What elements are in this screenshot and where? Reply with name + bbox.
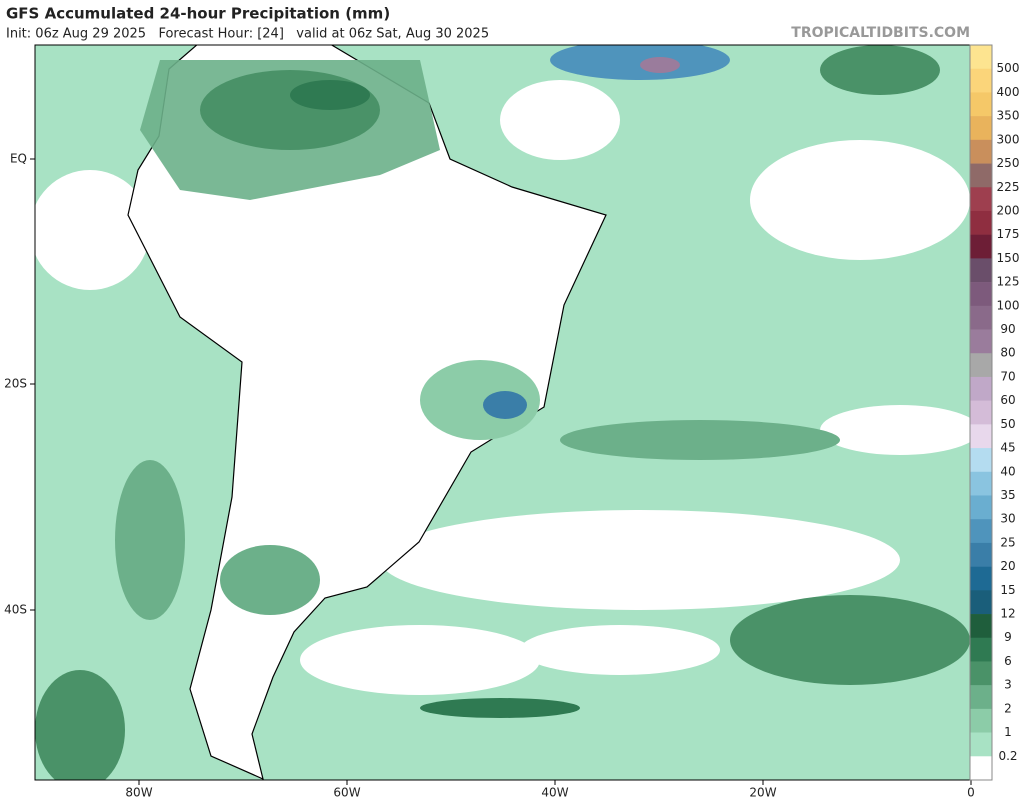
colorbar-label: 350: [997, 109, 1020, 123]
credit: TROPICALTIDBITS.COM: [791, 25, 970, 41]
colorbar-swatch: [970, 614, 992, 639]
colorbar-swatch: [970, 400, 992, 425]
colorbar-label: 20: [1000, 559, 1015, 573]
colorbar-label: 125: [997, 275, 1020, 289]
colorbar-label: 0.2: [998, 749, 1017, 763]
colorbar-swatch: [970, 590, 992, 615]
colorbar-label: 200: [997, 203, 1020, 217]
colorbar-swatch: [970, 305, 992, 330]
colorbar-swatch: [970, 234, 992, 259]
colorbar-swatch: [970, 732, 992, 757]
colorbar-label: 45: [1000, 441, 1015, 455]
map: [35, 45, 970, 780]
colorbar-swatch: [970, 519, 992, 544]
colorbar-label: 100: [997, 298, 1020, 312]
colorbar-swatch: [970, 685, 992, 710]
colorbar-label: 500: [997, 61, 1020, 75]
colorbar-swatch: [970, 353, 992, 378]
colorbar-swatch: [970, 637, 992, 662]
colorbar-swatch: [970, 424, 992, 449]
colorbar-label: 50: [1000, 417, 1015, 431]
lat-label: EQ: [10, 152, 27, 166]
colorbar-label: 400: [997, 85, 1020, 99]
colorbar-swatch: [970, 756, 992, 781]
colorbar-swatch: [970, 376, 992, 401]
colorbar-label: 175: [997, 227, 1020, 241]
lon-label: 40W: [541, 786, 568, 800]
colorbar-label: 30: [1000, 512, 1015, 526]
colorbar-label: 9: [1004, 630, 1012, 644]
dry-areas: [35, 80, 970, 695]
lat-label: 20S: [4, 377, 27, 391]
colorbar-label: 25: [1000, 535, 1015, 549]
colorbar-label: 12: [1000, 607, 1015, 621]
lon-label: 60W: [333, 786, 360, 800]
colorbar-swatch: [970, 448, 992, 473]
colorbar-swatch: [970, 187, 992, 212]
title: GFS Accumulated 24-hour Precipitation (m…: [6, 5, 390, 23]
colorbar-label: 35: [1000, 488, 1015, 502]
colorbar-swatch: [970, 139, 992, 164]
colorbar-swatch: [970, 542, 992, 567]
lon-label: 80W: [125, 786, 152, 800]
colorbar-frame: [969, 44, 993, 781]
colorbar-swatch: [970, 210, 992, 235]
precip-areas: [35, 45, 970, 780]
lon-label: 20W: [749, 786, 776, 800]
colorbar-swatch: [970, 282, 992, 307]
lat-label: 40S: [4, 603, 27, 617]
colorbar-swatch: [970, 258, 992, 283]
colorbar-label: 80: [1000, 346, 1015, 360]
colorbar-swatch: [970, 329, 992, 354]
colorbar-label: 250: [997, 156, 1020, 170]
colorbar-label: 150: [997, 251, 1020, 265]
colorbar-label: 1: [1004, 725, 1012, 739]
colorbar-label: 60: [1000, 393, 1015, 407]
colorbar-swatch: [970, 495, 992, 520]
colorbar-swatch: [970, 566, 992, 591]
colorbar-swatch: [970, 661, 992, 686]
colorbar-label: 6: [1004, 654, 1012, 668]
colorbar-swatch: [970, 68, 992, 93]
colorbar-label: 15: [1000, 583, 1015, 597]
colorbar-label: 90: [1000, 322, 1015, 336]
colorbar-label: 2: [1004, 701, 1012, 715]
colorbar-swatch: [970, 708, 992, 733]
colorbar-label: 300: [997, 132, 1020, 146]
colorbar-swatch: [970, 163, 992, 188]
colorbar-label: 40: [1000, 464, 1015, 478]
colorbar-swatch: [970, 45, 992, 70]
subtitle: Init: 06z Aug 29 2025 Forecast Hour: [24…: [6, 27, 489, 42]
colorbar-label: 70: [1000, 369, 1015, 383]
colorbar-label: 225: [997, 180, 1020, 194]
colorbar-swatch: [970, 471, 992, 496]
colorbar-label: 3: [1004, 678, 1012, 692]
colorbar-swatch: [970, 92, 992, 117]
lon-label: 0: [967, 786, 975, 800]
colorbar-swatch: [970, 116, 992, 141]
